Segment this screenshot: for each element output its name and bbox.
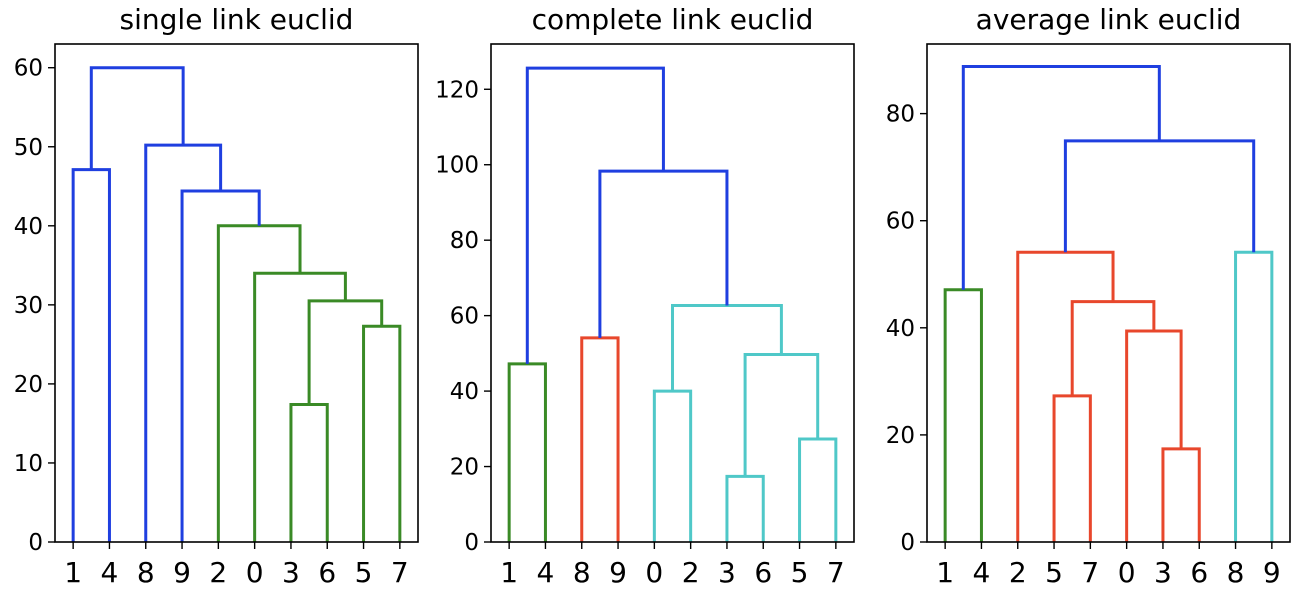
dendrogram-link xyxy=(180,189,261,542)
leaf-label: 1 xyxy=(64,556,82,589)
y-tick-label: 0 xyxy=(464,530,479,556)
leaf-label: 6 xyxy=(1190,556,1208,589)
leaf-label: 8 xyxy=(573,556,591,589)
dendrogram-link xyxy=(362,324,402,542)
y-tick-label: 60 xyxy=(14,56,43,82)
dendrogram-link xyxy=(725,474,765,542)
leaf-label: 9 xyxy=(1263,556,1281,589)
chart-title: average link euclid xyxy=(976,3,1242,36)
dendrogram-link xyxy=(943,288,983,542)
leaf-label: 7 xyxy=(1081,556,1099,589)
axes-frame xyxy=(490,43,855,543)
dendrogram-link xyxy=(1070,300,1156,396)
axes-frame xyxy=(926,43,1291,543)
leaf-label: 9 xyxy=(173,556,191,589)
leaf-label: 7 xyxy=(391,556,409,589)
dendrogram-link xyxy=(307,299,384,405)
y-tick-label: 20 xyxy=(450,455,479,481)
y-tick-label: 50 xyxy=(14,135,43,161)
dendrogram-link xyxy=(1234,250,1274,542)
leaf-label: 1 xyxy=(500,556,518,589)
axes-frame xyxy=(54,43,419,543)
dendrogram-link xyxy=(1063,139,1256,253)
leaf-label: 4 xyxy=(537,556,555,589)
leaf-label: 2 xyxy=(682,556,700,589)
chart-title: complete link euclid xyxy=(532,3,814,36)
dendrogram-link xyxy=(1125,329,1183,542)
dendrogram-link xyxy=(1052,394,1092,542)
dendrogram-link xyxy=(89,66,185,170)
dendrogram-link xyxy=(289,402,329,542)
leaf-label: 4 xyxy=(101,556,119,589)
leaf-label: 7 xyxy=(827,556,845,589)
y-tick-label: 0 xyxy=(28,530,43,556)
dendrogram-link xyxy=(652,389,693,542)
leaf-label: 0 xyxy=(246,556,264,589)
y-tick-label: 40 xyxy=(886,316,915,342)
leaf-label: 8 xyxy=(1227,556,1245,589)
y-tick-label: 60 xyxy=(886,209,915,235)
leaf-label: 2 xyxy=(1009,556,1027,589)
y-tick-label: 40 xyxy=(14,214,43,240)
leaf-label: 3 xyxy=(282,556,300,589)
y-tick-label: 120 xyxy=(435,77,479,103)
y-tick-label: 40 xyxy=(450,379,479,405)
dendrogram-link xyxy=(798,437,838,542)
dendrogram-link xyxy=(743,352,820,477)
dendrogram-link xyxy=(525,66,665,364)
leaf-label: 6 xyxy=(318,556,336,589)
dendrogram-link xyxy=(71,168,111,542)
leaf-label: 0 xyxy=(1118,556,1136,589)
y-tick-label: 60 xyxy=(450,304,479,330)
leaf-label: 8 xyxy=(137,556,155,589)
dendrogram-link xyxy=(580,336,620,542)
leaf-label: 3 xyxy=(718,556,736,589)
dendrogram-link xyxy=(961,64,1161,290)
dendrogram-link xyxy=(507,362,547,542)
leaf-label: 2 xyxy=(209,556,227,589)
dendrogram-link xyxy=(598,169,729,338)
y-tick-label: 20 xyxy=(14,372,43,398)
y-tick-label: 80 xyxy=(450,228,479,254)
chart-title: single link euclid xyxy=(120,3,354,36)
leaf-label: 5 xyxy=(355,556,373,589)
y-tick-label: 20 xyxy=(886,423,915,449)
dendrogram-link xyxy=(671,303,783,392)
leaf-label: 3 xyxy=(1154,556,1172,589)
dendrogram-link xyxy=(253,271,347,542)
leaf-label: 5 xyxy=(791,556,809,589)
y-tick-label: 10 xyxy=(14,451,43,477)
leaf-label: 5 xyxy=(1045,556,1063,589)
leaf-label: 0 xyxy=(645,556,663,589)
leaf-label: 9 xyxy=(609,556,627,589)
y-tick-label: 100 xyxy=(435,153,479,179)
y-tick-label: 30 xyxy=(14,293,43,319)
y-tick-label: 0 xyxy=(900,530,915,556)
leaf-label: 6 xyxy=(754,556,772,589)
dendrogram-link xyxy=(1161,447,1201,542)
y-tick-label: 80 xyxy=(886,102,915,128)
leaf-label: 1 xyxy=(936,556,954,589)
leaf-label: 4 xyxy=(973,556,991,589)
